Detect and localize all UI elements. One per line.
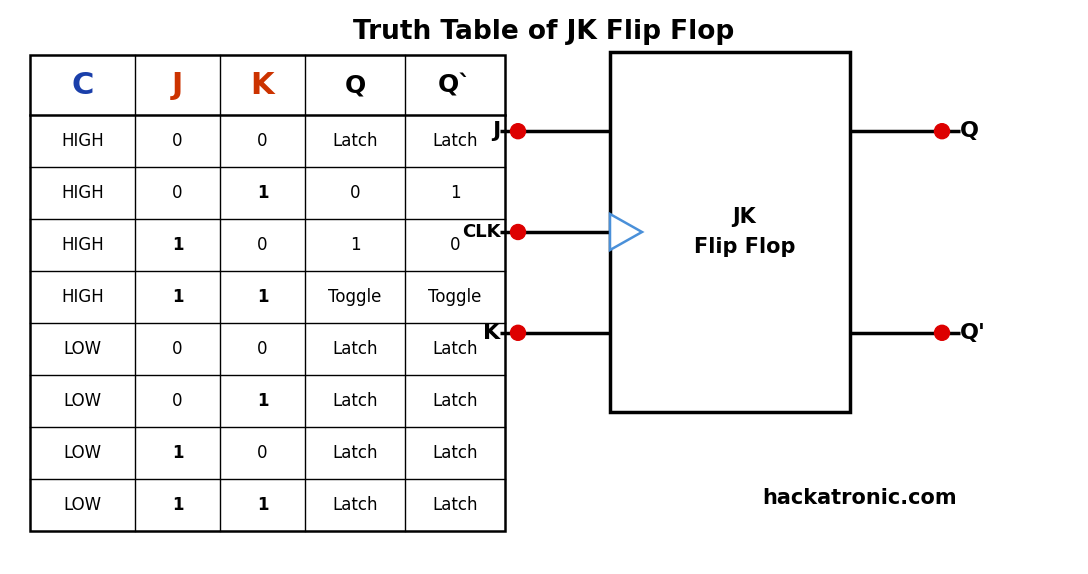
Text: 1: 1	[257, 496, 269, 514]
Text: 0: 0	[172, 132, 183, 150]
Circle shape	[935, 325, 950, 340]
Circle shape	[935, 124, 950, 139]
Text: J: J	[172, 71, 183, 99]
Text: Latch: Latch	[332, 340, 378, 358]
Bar	[610, 52, 850, 412]
Text: 1: 1	[449, 184, 460, 202]
Text: 1: 1	[172, 288, 183, 306]
Text: Latch: Latch	[432, 444, 478, 462]
Text: 0: 0	[257, 236, 268, 254]
Text: Latch: Latch	[332, 392, 378, 410]
Circle shape	[510, 325, 526, 340]
Text: 0: 0	[257, 444, 268, 462]
Text: LOW: LOW	[63, 444, 101, 462]
Text: Latch: Latch	[432, 132, 478, 150]
Text: HIGH: HIGH	[61, 288, 103, 306]
Text: 0: 0	[172, 392, 183, 410]
Text: JK
Flip Flop: JK Flip Flop	[694, 207, 795, 257]
Text: Latch: Latch	[332, 496, 378, 514]
Text: Q: Q	[345, 73, 366, 97]
Circle shape	[510, 124, 526, 139]
Text: Q`: Q`	[438, 73, 472, 97]
Text: Q: Q	[960, 121, 978, 141]
Text: LOW: LOW	[63, 392, 101, 410]
Text: HIGH: HIGH	[61, 236, 103, 254]
Text: Toggle: Toggle	[429, 288, 482, 306]
Text: 0: 0	[172, 184, 183, 202]
Text: 0: 0	[449, 236, 460, 254]
Text: 0: 0	[349, 184, 360, 202]
Text: Latch: Latch	[332, 132, 378, 150]
Text: K: K	[483, 323, 500, 343]
Text: HIGH: HIGH	[61, 132, 103, 150]
Text: Latch: Latch	[432, 340, 478, 358]
Text: J: J	[492, 121, 500, 141]
Text: K: K	[250, 71, 274, 99]
Text: 1: 1	[172, 444, 183, 462]
Text: hackatronic.com: hackatronic.com	[763, 488, 957, 508]
Text: Q': Q'	[960, 323, 986, 343]
Polygon shape	[610, 214, 642, 250]
Text: 1: 1	[349, 236, 360, 254]
Text: 1: 1	[257, 288, 269, 306]
Text: Latch: Latch	[332, 444, 378, 462]
Text: 1: 1	[172, 236, 183, 254]
Text: Latch: Latch	[432, 392, 478, 410]
Text: HIGH: HIGH	[61, 184, 103, 202]
Text: 1: 1	[257, 392, 269, 410]
Text: LOW: LOW	[63, 496, 101, 514]
Bar	[30, 55, 505, 531]
Text: 1: 1	[172, 496, 183, 514]
Text: C: C	[72, 71, 94, 99]
Circle shape	[510, 224, 526, 239]
Text: Latch: Latch	[432, 496, 478, 514]
Text: 1: 1	[257, 184, 269, 202]
Text: CLK: CLK	[462, 223, 500, 241]
Text: Truth Table of JK Flip Flop: Truth Table of JK Flip Flop	[354, 19, 734, 45]
Text: 0: 0	[257, 340, 268, 358]
Text: 0: 0	[172, 340, 183, 358]
Text: Toggle: Toggle	[329, 288, 382, 306]
Text: 0: 0	[257, 132, 268, 150]
Text: LOW: LOW	[63, 340, 101, 358]
